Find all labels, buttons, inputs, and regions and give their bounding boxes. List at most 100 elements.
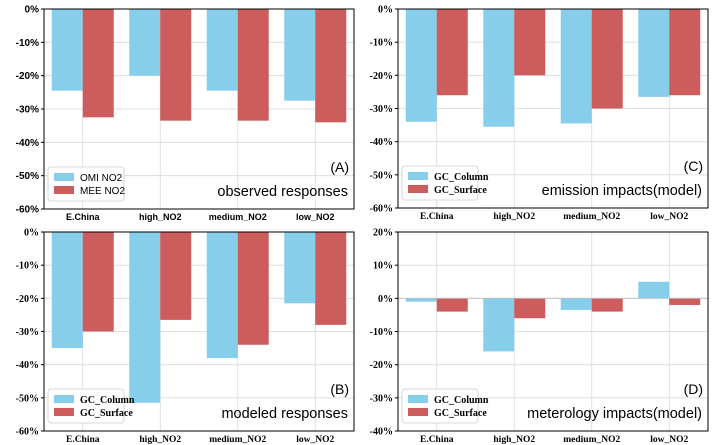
x-tick-label: medium_NO2	[563, 435, 620, 445]
x-tick-label: E.China	[420, 212, 454, 222]
legend-swatch	[54, 395, 74, 403]
x-tick-label: E.China	[66, 435, 100, 445]
y-tick-label: 0%	[378, 294, 393, 305]
bar-series2-e-china	[436, 298, 468, 312]
bar-series2-low-no2	[315, 232, 347, 325]
y-tick-label: -20%	[16, 71, 39, 82]
bar-series2-high-no2	[160, 232, 192, 320]
bar-series2-low-no2	[669, 298, 701, 305]
legend-label: GC_Column	[434, 172, 489, 183]
y-tick-label: -10%	[370, 38, 393, 49]
legend-label: OMI NO2	[80, 173, 123, 184]
y-tick-label: 0%	[378, 5, 393, 16]
x-tick-label: E.China	[66, 212, 100, 222]
panel-title: meterology impacts(model)	[527, 406, 702, 422]
bar-series2-medium-no2	[591, 298, 623, 312]
y-tick-label: 0%	[25, 5, 40, 16]
x-tick-label: low_NO2	[296, 212, 335, 222]
legend-swatch	[408, 408, 428, 416]
y-tick-label: -40%	[370, 427, 393, 438]
x-tick-label: low_NO2	[650, 435, 688, 445]
panel-label: (D)	[684, 381, 703, 397]
y-tick-label: -60%	[16, 427, 39, 438]
bar-series1-medium-no2	[206, 9, 238, 91]
bar-series1-low-no2	[284, 232, 316, 304]
y-tick-label: -50%	[370, 170, 393, 181]
chart-panel-c: 0% -10% -20% -30% -40% -50% -60% E.China high_NO…	[370, 5, 709, 222]
bar-series2-high-no2	[160, 9, 192, 121]
x-tick-label: low_NO2	[296, 435, 334, 445]
bar-series2-e-china	[436, 9, 468, 96]
bar-series1-medium-no2	[560, 298, 592, 310]
bar-series2-e-china	[82, 232, 114, 332]
y-tick-label: -60%	[16, 205, 39, 216]
bar-series2-low-no2	[669, 9, 701, 96]
y-tick-label: -60%	[370, 204, 393, 215]
panel-title: emission impacts(model)	[542, 183, 702, 199]
legend-swatch	[408, 395, 428, 403]
y-tick-label: -20%	[16, 294, 39, 305]
y-tick-label: -20%	[370, 71, 393, 82]
y-tick-label: -10%	[370, 327, 393, 338]
legend-swatch	[54, 173, 74, 181]
legend-swatch	[54, 186, 74, 194]
legend-label: GC_Surface	[434, 408, 487, 419]
y-tick-label: -30%	[16, 327, 39, 338]
y-tick-label: -50%	[16, 393, 39, 404]
y-tick-label: -50%	[16, 171, 39, 182]
bar-series1-e-china	[51, 9, 83, 91]
x-tick-label: E.China	[420, 435, 454, 445]
panel-label: (A)	[330, 159, 349, 175]
panel-title: modeled responses	[221, 406, 348, 422]
bar-series2-e-china	[82, 9, 114, 118]
chart-panel-d: 20% 10% 0% -10% -20% -30% -40% E.China high_NO2 m…	[370, 228, 709, 445]
legend-label: GC_Column	[80, 395, 135, 406]
x-tick-label: high_NO2	[139, 435, 181, 445]
y-tick-label: -40%	[370, 137, 393, 148]
bar-series1-medium-no2	[206, 232, 238, 359]
bar-series1-low-no2	[638, 281, 670, 299]
legend-label: GC_Column	[434, 395, 489, 406]
x-tick-label: low_NO2	[650, 212, 688, 222]
y-tick-label: -30%	[16, 105, 39, 116]
bar-series2-medium-no2	[237, 232, 269, 345]
y-tick-label: 20%	[373, 228, 393, 239]
bar-series1-e-china	[51, 232, 83, 349]
panel-label: (C)	[684, 158, 703, 174]
panel-title: observed responses	[217, 184, 348, 200]
y-tick-label: -40%	[16, 360, 39, 371]
x-tick-label: high_NO2	[493, 212, 535, 222]
y-tick-label: 10%	[373, 261, 393, 272]
plot-frame	[43, 231, 355, 432]
legend-label: GC_Surface	[434, 185, 487, 196]
x-tick-label: high_NO2	[139, 212, 182, 222]
bar-series1-low-no2	[638, 9, 670, 97]
plot-frame	[43, 8, 355, 210]
y-tick-label: -10%	[16, 38, 39, 49]
bar-series1-high-no2	[483, 9, 515, 127]
x-tick-label: medium_NO2	[209, 435, 266, 445]
x-tick-label: medium_NO2	[209, 212, 267, 222]
bar-series1-e-china	[405, 298, 437, 302]
chart-panel-b: 0% -10% -20% -30% -40% -50% -60% E.China high_NO…	[16, 228, 355, 445]
bar-series2-medium-no2	[237, 9, 269, 121]
legend-swatch	[408, 185, 428, 193]
legend-label: MEE NO2	[80, 186, 125, 197]
y-tick-label: -40%	[16, 138, 39, 149]
y-tick-label: -20%	[370, 360, 393, 371]
panel-label: (B)	[330, 381, 349, 397]
plot-frame	[397, 8, 709, 209]
legend-swatch	[54, 408, 74, 416]
y-tick-label: 0%	[24, 228, 39, 239]
bar-series1-medium-no2	[560, 9, 592, 124]
chart-panel-a: 0% -10% -20% -30% -40% -50% -60% E.China high_NO…	[16, 5, 355, 222]
bar-series1-low-no2	[284, 9, 316, 101]
y-tick-label: -30%	[370, 393, 393, 404]
x-tick-label: high_NO2	[493, 435, 535, 445]
bar-series1-high-no2	[483, 298, 515, 352]
x-tick-label: medium_NO2	[563, 212, 620, 222]
plot-frame	[397, 231, 709, 432]
bar-series2-medium-no2	[591, 9, 623, 109]
legend-swatch	[408, 172, 428, 180]
